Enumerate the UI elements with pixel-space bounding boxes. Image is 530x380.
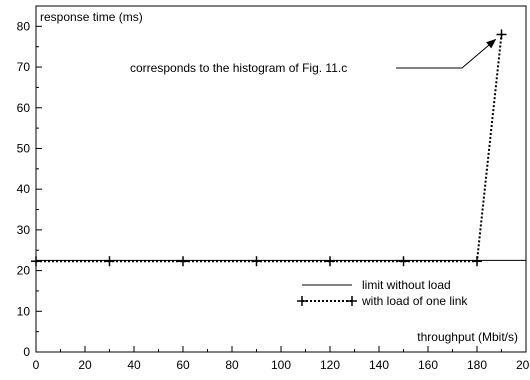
data-point-marker bbox=[31, 256, 41, 267]
y-tick-label: 60 bbox=[17, 101, 31, 115]
y-tick-label: 70 bbox=[17, 60, 31, 74]
x-tick-label: 80 bbox=[225, 358, 239, 372]
x-axis-title: throughput (Mbit/s) bbox=[417, 330, 518, 344]
x-tick-label: 20 bbox=[78, 358, 92, 372]
annotation-arrow bbox=[396, 38, 497, 69]
x-tick-label: 0 bbox=[33, 358, 40, 372]
annotation-text: corresponds to the histogram of Fig. 11.… bbox=[130, 61, 347, 75]
data-point-marker bbox=[325, 256, 335, 267]
data-point-marker bbox=[178, 256, 188, 267]
y-tick-label: 20 bbox=[17, 264, 31, 278]
x-tick-label: 160 bbox=[418, 358, 438, 372]
x-tick-label: 140 bbox=[369, 358, 389, 372]
data-point-marker bbox=[398, 256, 409, 267]
x-tick-label: 200 bbox=[516, 358, 530, 372]
x-tick-label: 180 bbox=[467, 358, 487, 372]
legend-label-with-load: with load of one link bbox=[361, 294, 468, 308]
x-tick-label: 120 bbox=[320, 358, 340, 372]
x-tick-label: 60 bbox=[176, 358, 190, 372]
data-point-marker bbox=[496, 29, 507, 40]
data-point-marker bbox=[472, 256, 482, 267]
x-axis-ticks: 0 20 40 60 80 100 120 140 160 180 200 bbox=[33, 346, 530, 372]
legend-marker bbox=[297, 296, 307, 306]
legend-label-limit-without-load: limit without load bbox=[362, 278, 451, 292]
series-layer bbox=[31, 29, 526, 267]
y-tick-label: 50 bbox=[17, 141, 31, 155]
legend-marker bbox=[347, 296, 357, 306]
y-tick-label: 0 bbox=[23, 345, 30, 359]
y-tick-label: 40 bbox=[17, 182, 31, 196]
data-point-marker bbox=[104, 256, 115, 267]
y-axis-title: response time (ms) bbox=[40, 10, 143, 24]
x-tick-label: 40 bbox=[127, 358, 141, 372]
series-line-with-load bbox=[36, 34, 503, 263]
data-point-marker bbox=[251, 256, 262, 267]
annotation-layer: corresponds to the histogram of Fig. 11.… bbox=[130, 38, 497, 75]
x-tick-label: 100 bbox=[271, 358, 291, 372]
y-axis-ticks: 0 10 20 30 40 50 60 70 80 bbox=[17, 19, 42, 359]
y-tick-label: 30 bbox=[17, 223, 31, 237]
y-tick-label: 10 bbox=[17, 304, 31, 318]
legend: limit without load with load of one link bbox=[297, 278, 468, 308]
y-tick-label: 80 bbox=[17, 19, 31, 33]
